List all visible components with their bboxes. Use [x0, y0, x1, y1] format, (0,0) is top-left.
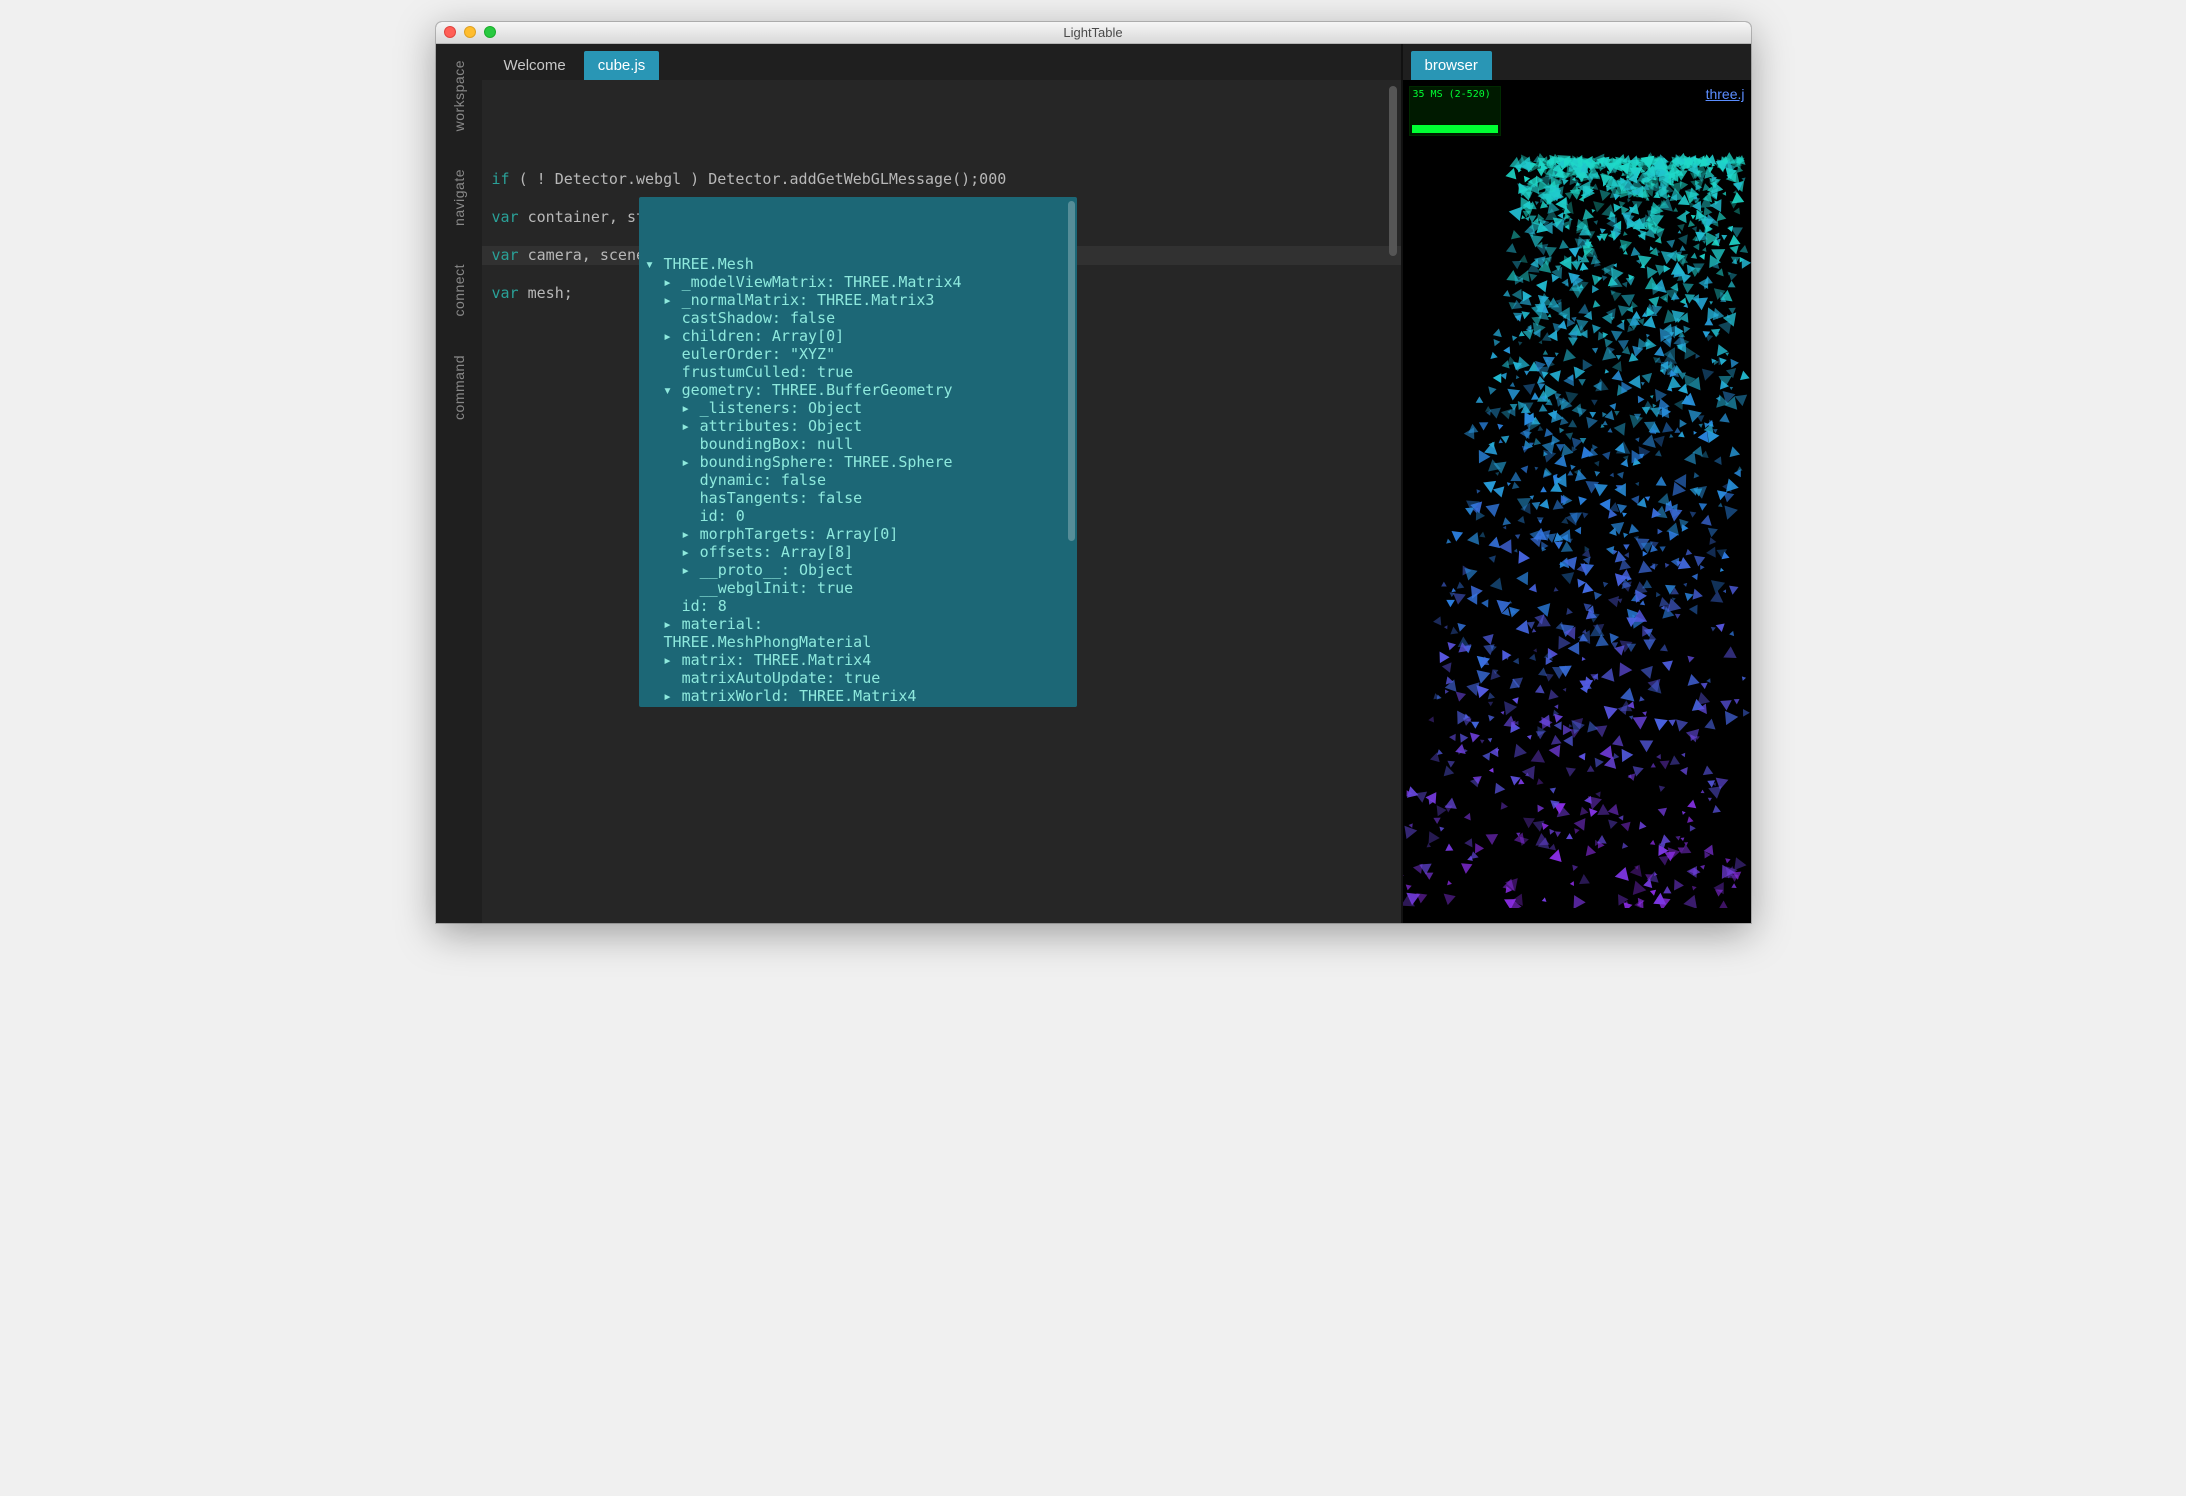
- inspector-row[interactable]: ▸ _normalMatrix: THREE.Matrix3: [645, 291, 1071, 309]
- stats-panel[interactable]: 35 MS (2-520): [1409, 86, 1501, 136]
- inspector-row[interactable]: ▸ matrix: THREE.Matrix4: [645, 651, 1071, 669]
- inspector-row[interactable]: id: 0: [645, 507, 1071, 525]
- tab-browser[interactable]: browser: [1411, 51, 1492, 80]
- app-window: LightTable workspace navigate connect co…: [436, 22, 1751, 923]
- tab-cube-js[interactable]: cube.js: [584, 51, 660, 80]
- value-inspector[interactable]: ▾ THREE.Mesh ▸ _modelViewMatrix: THREE.M…: [639, 197, 1077, 707]
- inspector-row[interactable]: ▸ matrixWorld: THREE.Matrix4: [645, 687, 1071, 705]
- editor-scrollbar[interactable]: [1389, 86, 1397, 256]
- inspector-row[interactable]: id: 8: [645, 597, 1071, 615]
- code-editor[interactable]: if ( ! Detector.webgl ) Detector.addGetW…: [482, 80, 1401, 923]
- inspector-row[interactable]: ▸ __proto__: Object: [645, 561, 1071, 579]
- traffic-lights: [444, 26, 496, 38]
- inspector-row[interactable]: boundingBox: null: [645, 435, 1071, 453]
- editor-tabbar: Welcome cube.js: [482, 44, 1401, 80]
- inspector-row[interactable]: ▸ attributes: Object: [645, 417, 1071, 435]
- inspector-row[interactable]: frustumCulled: true: [645, 363, 1071, 381]
- window-title: LightTable: [1063, 25, 1122, 40]
- sidebar-item-command[interactable]: command: [451, 349, 467, 426]
- webgl-canvas: [1403, 80, 1751, 908]
- inspector-row[interactable]: ▸ children: Array[0]: [645, 327, 1071, 345]
- inspector-row[interactable]: dynamic: false: [645, 471, 1071, 489]
- browser-pane: browser 35 MS (2-520) three.j: [1403, 44, 1751, 923]
- sidebar-item-navigate[interactable]: navigate: [451, 163, 467, 232]
- inspector-row[interactable]: ▸ morphTargets: Array[0]: [645, 525, 1071, 543]
- stats-text: 35 MS (2-520): [1413, 89, 1491, 100]
- inspector-row[interactable]: __webglInit: true: [645, 579, 1071, 597]
- inspector-row[interactable]: castShadow: false: [645, 309, 1071, 327]
- inspector-row[interactable]: ▾ geometry: THREE.BufferGeometry: [645, 381, 1071, 399]
- inspector-row[interactable]: ▸ _modelViewMatrix: THREE.Matrix4: [645, 273, 1071, 291]
- inspector-row[interactable]: ▸ boundingSphere: THREE.Sphere: [645, 453, 1071, 471]
- inspector-row[interactable]: ▾ THREE.Mesh: [645, 255, 1071, 273]
- threejs-link[interactable]: three.j: [1706, 86, 1745, 102]
- inspector-row[interactable]: THREE.MeshPhongMaterial: [645, 633, 1071, 651]
- close-icon[interactable]: [444, 26, 456, 38]
- browser-view[interactable]: 35 MS (2-520) three.j: [1403, 80, 1751, 923]
- inspector-row[interactable]: hasTangents: false: [645, 489, 1071, 507]
- sidebar-item-workspace[interactable]: workspace: [451, 54, 467, 137]
- titlebar[interactable]: LightTable: [436, 22, 1751, 44]
- editor-pane: Welcome cube.js if ( ! Detector.webgl ) …: [482, 44, 1403, 923]
- sidebar-item-connect[interactable]: connect: [451, 258, 467, 323]
- inspector-row[interactable]: matrixAutoUpdate: true: [645, 669, 1071, 687]
- minimize-icon[interactable]: [464, 26, 476, 38]
- sidebar: workspace navigate connect command: [436, 44, 482, 923]
- inspector-row[interactable]: eulerOrder: "XYZ": [645, 345, 1071, 363]
- inspector-row[interactable]: matrixWorldNeedsUpdate: false: [645, 705, 1071, 707]
- inspector-row[interactable]: ▸ _listeners: Object: [645, 399, 1071, 417]
- browser-tabbar: browser: [1403, 44, 1751, 80]
- code-line[interactable]: if ( ! Detector.webgl ) Detector.addGetW…: [492, 170, 1385, 189]
- inspector-scrollbar[interactable]: [1068, 201, 1075, 541]
- stats-bar: [1412, 125, 1498, 133]
- inspector-row[interactable]: ▸ material:: [645, 615, 1071, 633]
- zoom-icon[interactable]: [484, 26, 496, 38]
- tab-welcome[interactable]: Welcome: [490, 51, 580, 80]
- inspector-row[interactable]: ▸ offsets: Array[8]: [645, 543, 1071, 561]
